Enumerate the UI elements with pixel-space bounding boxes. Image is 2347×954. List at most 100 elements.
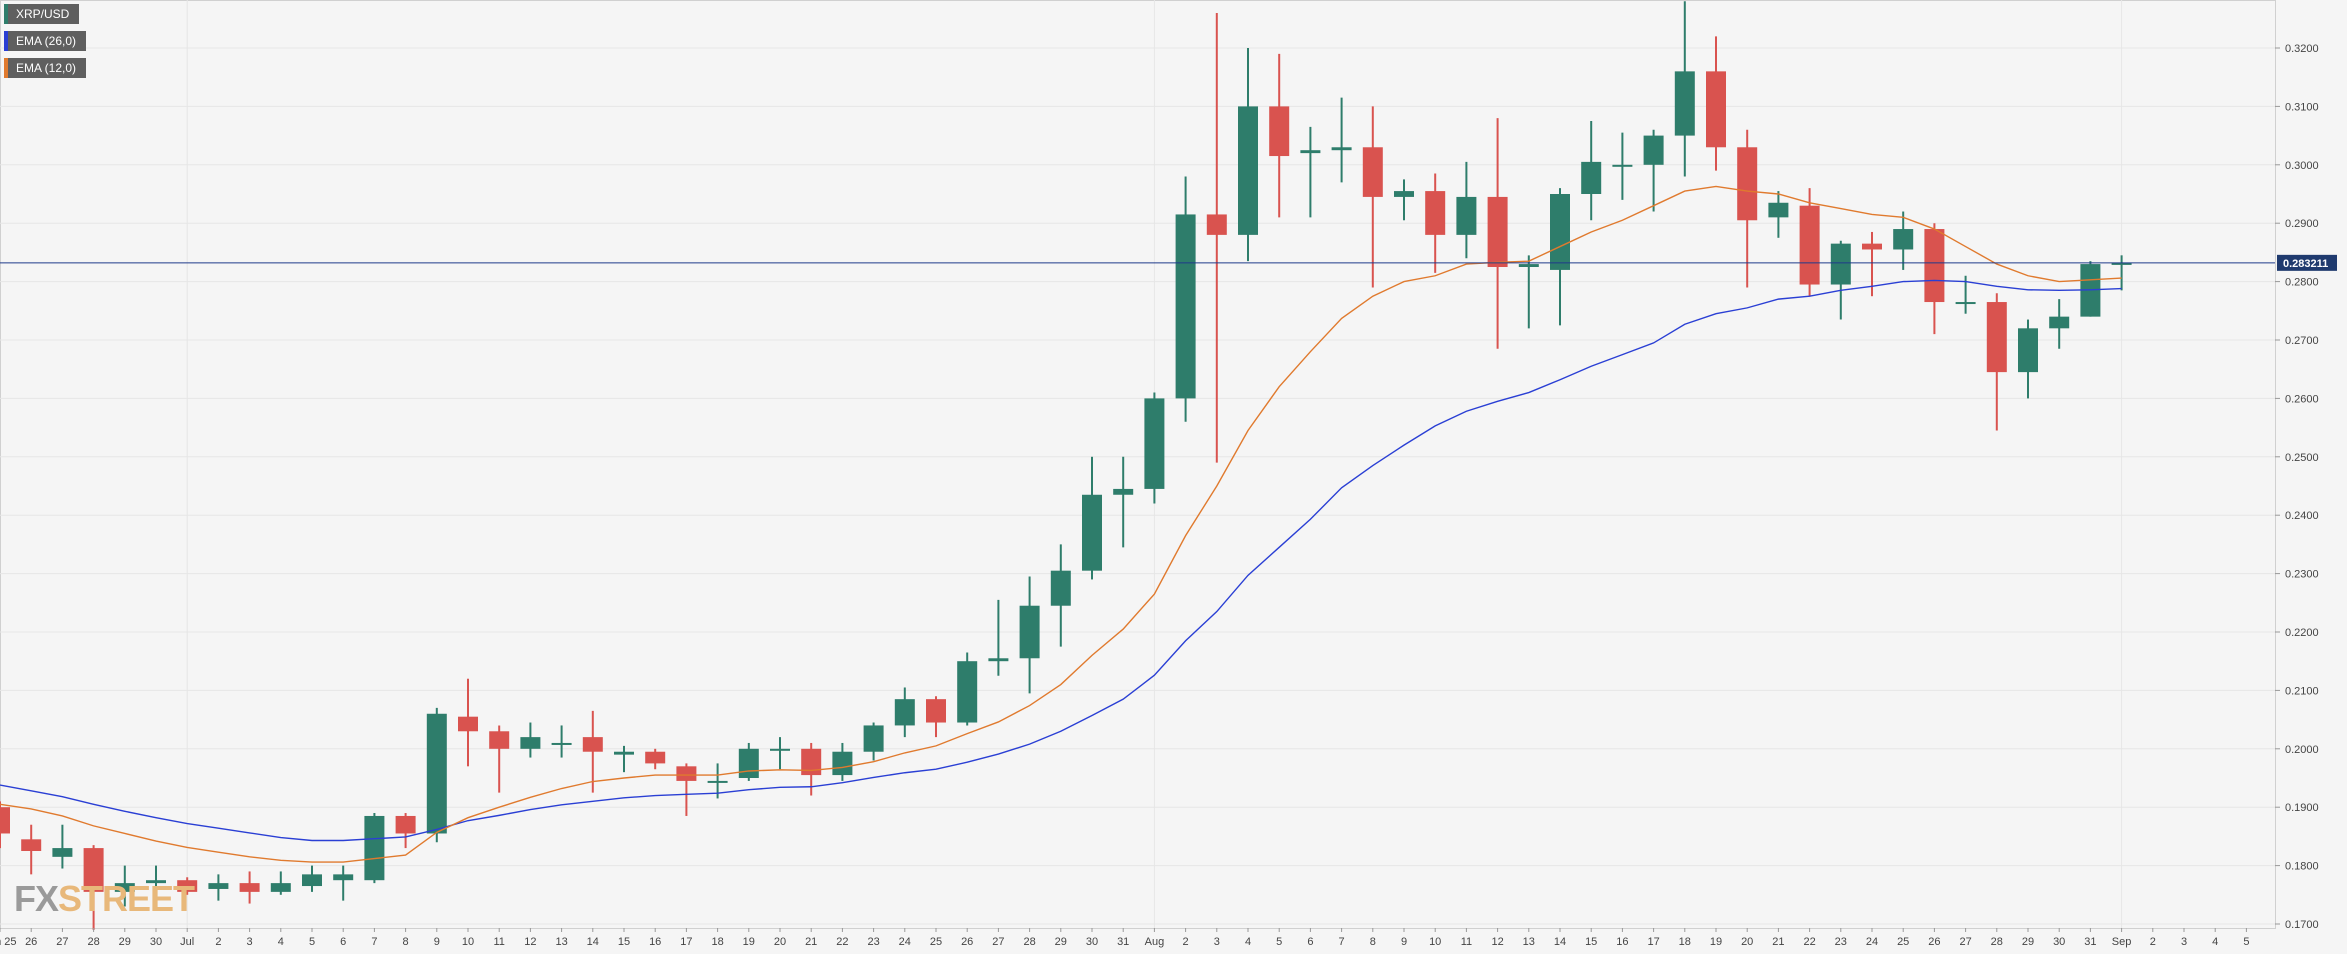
x-tick-label: 19 <box>743 936 755 948</box>
candle-up <box>1175 214 1196 399</box>
x-tick-label: 16 <box>649 936 661 948</box>
candle-down <box>177 880 198 892</box>
legend: XRP/USD EMA (26,0) EMA (12,0) <box>4 4 87 85</box>
y-tick-label: 0.2100 <box>2285 685 2319 697</box>
candle-up <box>894 699 915 726</box>
x-tick-label: 5 <box>2243 936 2249 948</box>
candle-down <box>1425 191 1446 235</box>
legend-label-ema12: EMA (12,0) <box>16 61 77 75</box>
candle-up <box>738 748 759 778</box>
candle-up <box>1456 196 1477 235</box>
x-tick-label: 10 <box>1429 936 1441 948</box>
candle-down <box>489 731 510 749</box>
candle-up <box>333 874 354 881</box>
ema26-line <box>0 279 2122 842</box>
candle-down <box>926 699 946 723</box>
y-tick-label: 0.3200 <box>2285 43 2319 55</box>
watermark-part1: FX <box>14 878 59 919</box>
candle-up <box>52 848 73 857</box>
x-tick-label: Jul <box>180 936 194 948</box>
x-tick-label: 30 <box>2053 936 2065 948</box>
x-tick-label: 18 <box>1679 936 1691 948</box>
x-tick-label: 22 <box>836 936 848 948</box>
candle-up <box>1300 150 1321 154</box>
y-tick-label: 0.2200 <box>2285 627 2319 639</box>
x-tick-label: 25 <box>1897 936 1909 948</box>
candle-down <box>1706 71 1726 148</box>
x-tick-label: 6 <box>1307 936 1313 948</box>
y-tick-label: 0.1900 <box>2285 802 2319 814</box>
candle-down <box>1362 147 1383 197</box>
x-tick-label: 7 <box>371 936 377 948</box>
candle-up <box>1581 161 1602 194</box>
candle-down <box>801 748 822 776</box>
candle-up <box>1612 164 1633 167</box>
x-tick-label: 30 <box>150 936 162 948</box>
legend-item-ema26[interactable]: EMA (26,0) <box>4 31 87 51</box>
x-tick-label: 29 <box>1055 936 1067 948</box>
candle-up <box>426 713 447 834</box>
x-tick-label: 3 <box>2181 936 2187 948</box>
candle-down <box>1862 243 1882 250</box>
x-tick-label: 21 <box>1772 936 1784 948</box>
x-tick-label: Aug <box>1145 936 1165 948</box>
x-tick-label: 30 <box>1086 936 1098 948</box>
legend-swatch-ema26 <box>4 31 8 51</box>
candle-up <box>832 751 853 776</box>
legend-item-price[interactable]: XRP/USD <box>4 4 80 24</box>
x-axis: Jun 252627282930Jul234567891011121314151… <box>0 928 2249 948</box>
x-tick-label: 9 <box>1401 936 1407 948</box>
candle-up <box>2049 316 2070 329</box>
candle-up <box>208 883 229 889</box>
ema-layer <box>0 185 2122 863</box>
legend-item-ema12[interactable]: EMA (12,0) <box>4 58 87 78</box>
y-tick-label: 0.2300 <box>2285 569 2319 581</box>
candle-up <box>1331 147 1352 151</box>
x-tick-label: 21 <box>805 936 817 948</box>
x-tick-label: 29 <box>2022 936 2034 948</box>
candle-up <box>1144 398 1165 489</box>
candle-up <box>770 748 790 751</box>
x-tick-label: 17 <box>680 936 692 948</box>
x-tick-label: 5 <box>309 936 315 948</box>
candle-up <box>1050 570 1071 606</box>
ema12-line <box>0 185 2122 863</box>
x-tick-label: 14 <box>1554 936 1566 948</box>
x-tick-label: 2 <box>2150 936 2156 948</box>
x-tick-label: 17 <box>1647 936 1659 948</box>
grid-lines <box>0 0 2276 929</box>
candle-up <box>146 880 166 884</box>
x-tick-label: 13 <box>1523 936 1535 948</box>
candle-up <box>2018 328 2038 373</box>
legend-swatch-ema12 <box>4 58 8 78</box>
candle-up <box>364 815 385 881</box>
y-tick-label: 0.2000 <box>2285 744 2319 756</box>
candle-up <box>1238 106 1258 235</box>
x-tick-label: 4 <box>1245 936 1251 948</box>
candle-up <box>1643 135 1664 165</box>
x-tick-label: 2 <box>215 936 221 948</box>
candle-up <box>1019 605 1040 659</box>
candle-up <box>707 780 728 783</box>
plot-frame <box>0 0 2276 929</box>
candle-up <box>1113 488 1134 495</box>
current-price-tag <box>2277 254 2337 271</box>
x-tick-label: 20 <box>774 936 786 948</box>
current-price-label: 0.283211 <box>2283 258 2328 270</box>
y-tick-label: 0.1700 <box>2285 919 2319 931</box>
x-tick-label: 24 <box>1866 936 1878 948</box>
x-tick-label: 28 <box>1023 936 1035 948</box>
candle-down <box>458 716 478 732</box>
candle-down <box>239 883 260 892</box>
fxstreet-watermark-logo: FXSTREET <box>14 878 195 920</box>
x-tick-label: 13 <box>555 936 567 948</box>
y-tick-label: 0.2400 <box>2285 510 2319 522</box>
x-tick-label: 24 <box>899 936 911 948</box>
candle-down <box>0 807 10 834</box>
x-tick-label: 26 <box>961 936 973 948</box>
x-tick-label: 9 <box>434 936 440 948</box>
x-tick-label: 2 <box>1183 936 1189 948</box>
x-tick-label: 11 <box>493 936 504 948</box>
